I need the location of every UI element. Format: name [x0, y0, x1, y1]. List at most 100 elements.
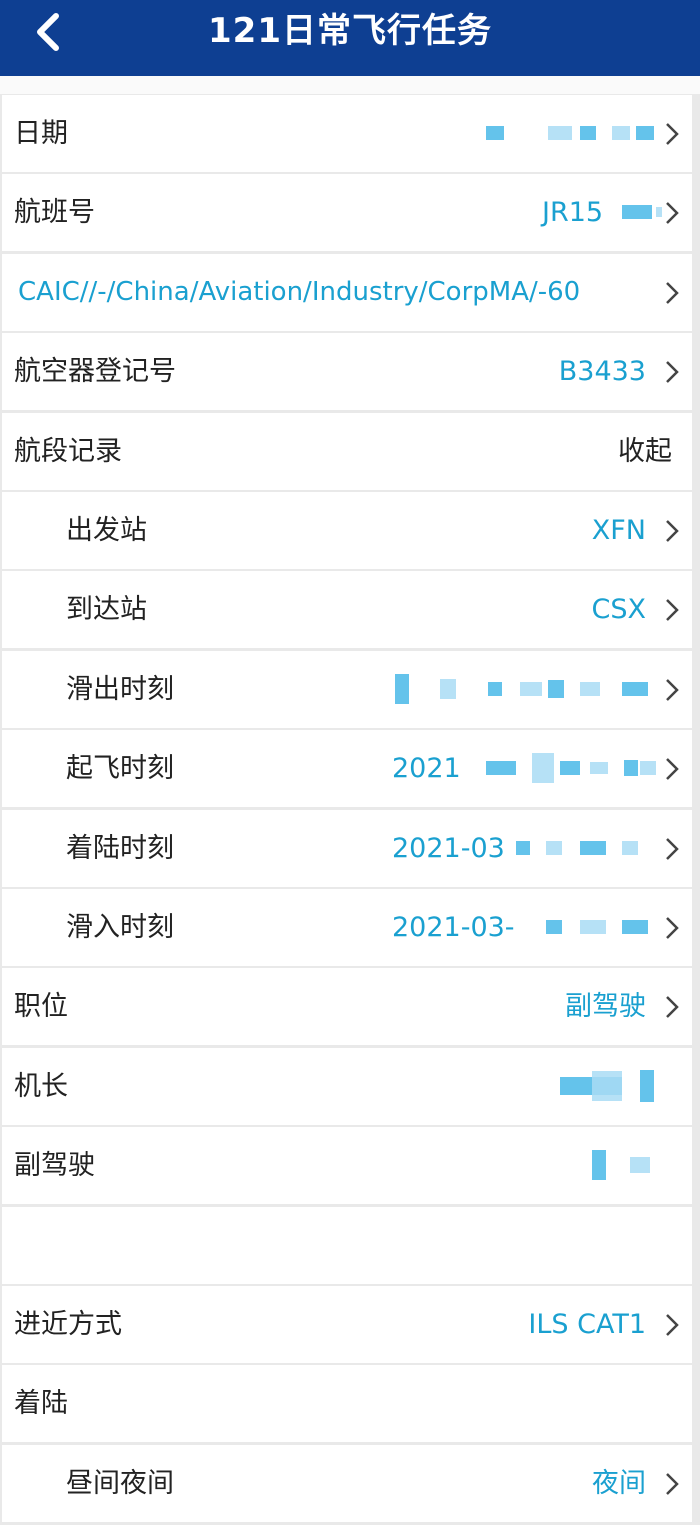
form-row: 着陆 [2, 1365, 692, 1443]
redacted-block [580, 681, 600, 696]
row-label: 航段记录 [14, 435, 122, 467]
chevron [666, 599, 679, 622]
chevron-stroke [666, 837, 679, 860]
form-row[interactable]: 进近方式 ILS CAT1 [2, 1286, 692, 1363]
row-label: 滑入时刻 [66, 912, 174, 943]
redacted-block [580, 920, 606, 934]
redacted-block [622, 205, 652, 220]
form-row: 副驾驶 [2, 1127, 692, 1205]
redacted-block [622, 681, 648, 696]
form-row[interactable]: CAIC//-/China/Aviation/Industry/CorpMA/-… [2, 253, 692, 331]
form-row[interactable]: 出发站 XFN [2, 492, 692, 569]
form-row[interactable]: 到达站 CSX [2, 571, 692, 649]
redacted-block [630, 1157, 650, 1174]
spacer [0, 76, 700, 94]
redacted-block [560, 761, 580, 776]
redacted-block [488, 681, 502, 696]
nav-bar: 121日常飞行任务 [0, 0, 700, 76]
row-label: 航班号 [14, 197, 95, 229]
form-row[interactable]: 职位 副驾驶 [2, 968, 692, 1046]
chevron-stroke [666, 917, 679, 939]
chevron-stroke [666, 281, 679, 304]
row-value: B3433 [558, 356, 646, 388]
redacted-block [656, 207, 662, 218]
page-title: 121日常飞行任务 [208, 11, 492, 51]
chevron [666, 678, 679, 701]
row-value: CAIC//-/China/Aviation/Industry/CorpMA/-… [18, 276, 581, 307]
row-label: 着陆时刻 [66, 832, 174, 864]
row-label: 航空器登记号 [14, 356, 176, 388]
redacted-block [592, 1150, 606, 1181]
form-row: 航段记录 收起 [2, 412, 692, 490]
chevron [666, 1314, 679, 1336]
form-row[interactable]: 昼间夜间 夜间 [2, 1444, 692, 1522]
row-label: 副驾驶 [14, 1150, 95, 1182]
chevron-stroke [666, 1314, 679, 1336]
redacted-block [636, 126, 654, 140]
row-label: 职位 [14, 991, 68, 1023]
redacted-block [580, 126, 596, 140]
redacted-block [546, 920, 562, 934]
row-value: 夜间 [592, 1467, 646, 1499]
chevron [666, 281, 679, 304]
chevron-stroke [666, 123, 679, 145]
redacted-block [548, 679, 564, 698]
chevron [666, 837, 679, 860]
chevron-stroke [666, 758, 679, 781]
row-value: 2021-03 [392, 832, 505, 864]
row-label: 出发站 [66, 515, 147, 546]
form-row[interactable]: 滑入时刻 2021-03- [2, 889, 692, 966]
redacted-block [486, 761, 516, 776]
redacted-block [612, 126, 630, 140]
redacted-block [546, 840, 562, 855]
chevron [666, 917, 679, 939]
chevron-stroke [666, 520, 679, 542]
redacted-block [520, 681, 542, 696]
form-row[interactable]: 起飞时刻 2021 [2, 730, 692, 808]
chevron-stroke [666, 996, 679, 1019]
chevron-stroke [666, 361, 679, 384]
redacted-block [640, 1069, 654, 1102]
row-value: 2021 [392, 753, 461, 785]
chevron [666, 361, 679, 384]
row-value: ILS CAT1 [528, 1309, 646, 1340]
form-row [2, 1206, 692, 1284]
chevron [666, 996, 679, 1019]
redacted-block [622, 840, 638, 855]
collapse-toggle[interactable]: 收起 [618, 435, 672, 467]
row-label: 进近方式 [14, 1309, 122, 1340]
row-value: JR15 [542, 197, 604, 229]
form-row[interactable]: 航班号 JR15 [2, 174, 692, 252]
redacted-block [592, 1070, 622, 1101]
redacted-block [440, 678, 456, 699]
chevron-stroke [666, 678, 679, 701]
redacted-block [548, 126, 572, 140]
chevron-stroke [666, 599, 679, 622]
row-label: 滑出时刻 [66, 673, 174, 705]
row-value: 2021-03- [392, 912, 515, 943]
form-row[interactable]: 滑出时刻 [2, 650, 692, 728]
chevron [666, 123, 679, 145]
redacted-block [590, 762, 608, 775]
row-label: 机长 [14, 1070, 68, 1102]
row-label: 日期 [14, 118, 68, 149]
row-label: 到达站 [66, 594, 147, 626]
redacted-block [516, 840, 530, 855]
row-value: 副驾驶 [565, 991, 646, 1023]
form-row[interactable]: 着陆时刻 2021-03 [2, 809, 692, 887]
chevron [666, 1472, 679, 1495]
redacted-block [624, 760, 638, 777]
redacted-block [580, 840, 606, 855]
back-button[interactable] [32, 10, 66, 54]
redacted-block [532, 753, 554, 784]
form-row[interactable]: 航空器登记号 B3433 [2, 333, 692, 411]
chevron [666, 202, 679, 225]
redacted-block [640, 761, 656, 776]
form-row[interactable]: 日期 [2, 95, 692, 172]
chevron-stroke [666, 202, 679, 225]
row-label: 着陆 [14, 1388, 68, 1420]
chevron [666, 520, 679, 542]
chevron-stroke [666, 1472, 679, 1495]
row-label: 起飞时刻 [66, 753, 174, 785]
